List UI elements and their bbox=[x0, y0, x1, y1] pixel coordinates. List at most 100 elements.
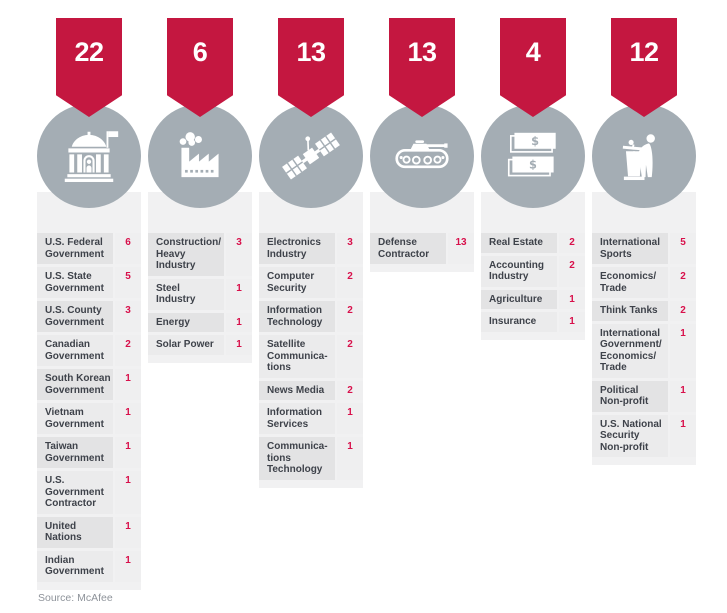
breakdown-label: Insurance bbox=[481, 312, 557, 332]
breakdown-count: 2 bbox=[115, 335, 141, 366]
breakdown-label: Agriculture bbox=[481, 289, 557, 309]
category-icon-circle bbox=[259, 104, 363, 208]
satellite-icon bbox=[278, 129, 344, 183]
breakdown-count: 1 bbox=[115, 369, 141, 400]
breakdown-count: 1 bbox=[226, 335, 252, 355]
breakdown-label: Information Services bbox=[259, 403, 335, 434]
category-breakdown-list: Construction/ Heavy Industry 3 Steel Ind… bbox=[148, 192, 252, 363]
category-icon-circle bbox=[370, 104, 474, 208]
category-total: 13 bbox=[296, 37, 326, 67]
category-total-banner: 22 bbox=[56, 18, 122, 117]
breakdown-count: 1 bbox=[115, 516, 141, 548]
category-total-banner: 12 bbox=[611, 18, 677, 117]
breakdown-label: U.S. State Government bbox=[37, 267, 113, 298]
category-total-banner: 4 bbox=[500, 18, 566, 117]
breakdown-label: Steel Industry bbox=[148, 278, 224, 310]
podium-speaker-icon bbox=[611, 129, 677, 183]
breakdown-row: Solar Power 1 bbox=[148, 335, 252, 355]
breakdown-row: Defense Contractor 13 bbox=[370, 233, 474, 264]
breakdown-count: 5 bbox=[670, 233, 696, 264]
breakdown-count: 2 bbox=[337, 301, 363, 332]
breakdown-count: 1 bbox=[337, 403, 363, 434]
category-column: 13 Defense Contractor 13 bbox=[370, 18, 474, 272]
breakdown-label: Think Tanks bbox=[592, 301, 668, 321]
category-icon-circle: $ $ bbox=[481, 104, 585, 208]
breakdown-count: 3 bbox=[337, 233, 363, 264]
breakdown-count: 2 bbox=[670, 267, 696, 298]
breakdown-label: Defense Contractor bbox=[370, 233, 446, 264]
breakdown-count: 1 bbox=[115, 403, 141, 434]
category-total-banner: 6 bbox=[167, 18, 233, 117]
breakdown-label: Computer Security bbox=[259, 267, 335, 298]
breakdown-row: Computer Security 2 bbox=[259, 267, 363, 298]
breakdown-label: U.S. Federal Government bbox=[37, 233, 113, 264]
breakdown-label: Solar Power bbox=[148, 335, 224, 355]
category-column: 12 International Sports 5 Economics/ Tra… bbox=[592, 18, 696, 465]
breakdown-count: 1 bbox=[670, 414, 696, 457]
breakdown-row: Political Non-profit 1 bbox=[592, 380, 696, 412]
breakdown-count: 1 bbox=[670, 323, 696, 378]
category-column: 13 Electronics Industry 3 Computer Secur… bbox=[259, 18, 363, 488]
government-building-icon bbox=[56, 129, 122, 183]
breakdown-row: U.S. National Security Non-profit 1 bbox=[592, 414, 696, 457]
breakdown-count: 3 bbox=[226, 233, 252, 276]
category-breakdown-list: U.S. Federal Government 6 U.S. State Gov… bbox=[37, 192, 141, 590]
breakdown-count: 3 bbox=[115, 301, 141, 332]
breakdown-label: Construction/ Heavy Industry bbox=[148, 233, 224, 276]
category-breakdown-list: International Sports 5 Economics/ Trade … bbox=[592, 192, 696, 465]
breakdown-count: 1 bbox=[670, 380, 696, 412]
breakdown-count: 1 bbox=[337, 437, 363, 480]
category-total: 6 bbox=[192, 37, 208, 67]
category-total: 13 bbox=[407, 37, 437, 67]
breakdown-label: Real Estate bbox=[481, 233, 557, 253]
category-icon-circle bbox=[37, 104, 141, 208]
breakdown-label: Economics/ Trade bbox=[592, 267, 668, 298]
breakdown-label: International Government/ Economics/ Tra… bbox=[592, 323, 668, 378]
breakdown-label: U.S. County Government bbox=[37, 301, 113, 332]
breakdown-row: Economics/ Trade 2 bbox=[592, 267, 696, 298]
category-column: 4 $ $ Real Estate 2 Accounting Industry … bbox=[481, 18, 585, 340]
breakdown-count: 1 bbox=[226, 278, 252, 310]
breakdown-count: 2 bbox=[337, 267, 363, 298]
breakdown-count: 1 bbox=[115, 471, 141, 514]
svg-text:$: $ bbox=[531, 134, 539, 148]
breakdown-label: Indian Government bbox=[37, 550, 113, 582]
breakdown-label: South Korean Government bbox=[37, 369, 113, 400]
breakdown-row: News Media 2 bbox=[259, 380, 363, 400]
breakdown-label: Energy bbox=[148, 312, 224, 332]
breakdown-count: 1 bbox=[559, 289, 585, 309]
breakdown-count: 2 bbox=[337, 380, 363, 400]
category-total-banner: 13 bbox=[278, 18, 344, 117]
category-icon-circle bbox=[148, 104, 252, 208]
category-icon-circle bbox=[592, 104, 696, 208]
breakdown-row: Vietnam Government 1 bbox=[37, 403, 141, 434]
breakdown-count: 2 bbox=[670, 301, 696, 321]
breakdown-row: Communica- tions Technology 1 bbox=[259, 437, 363, 480]
factory-icon bbox=[167, 129, 233, 183]
breakdown-row: United Nations 1 bbox=[37, 516, 141, 548]
breakdown-label: U.S. Government Contractor bbox=[37, 471, 113, 514]
breakdown-row: Taiwan Government 1 bbox=[37, 437, 141, 468]
breakdown-label: Communica- tions Technology bbox=[259, 437, 335, 480]
breakdown-row: South Korean Government 1 bbox=[37, 369, 141, 400]
breakdown-row: International Sports 5 bbox=[592, 233, 696, 264]
banknotes-icon: $ $ bbox=[500, 129, 566, 183]
breakdown-row: U.S. County Government 3 bbox=[37, 301, 141, 332]
breakdown-row: Think Tanks 2 bbox=[592, 301, 696, 321]
breakdown-row: Accounting Industry 2 bbox=[481, 255, 585, 287]
breakdown-label: Vietnam Government bbox=[37, 403, 113, 434]
breakdown-label: Information Technology bbox=[259, 301, 335, 332]
breakdown-label: Satellite Communica- tions bbox=[259, 335, 335, 378]
breakdown-label: Accounting Industry bbox=[481, 255, 557, 287]
breakdown-label: Taiwan Government bbox=[37, 437, 113, 468]
tank-icon bbox=[389, 129, 455, 183]
breakdown-label: International Sports bbox=[592, 233, 668, 264]
breakdown-label: Canadian Government bbox=[37, 335, 113, 366]
breakdown-row: Satellite Communica- tions 2 bbox=[259, 335, 363, 378]
breakdown-row: Indian Government 1 bbox=[37, 550, 141, 582]
breakdown-row: Information Services 1 bbox=[259, 403, 363, 434]
breakdown-row: Electronics Industry 3 bbox=[259, 233, 363, 264]
breakdown-count: 1 bbox=[115, 550, 141, 582]
category-total: 12 bbox=[629, 37, 659, 67]
